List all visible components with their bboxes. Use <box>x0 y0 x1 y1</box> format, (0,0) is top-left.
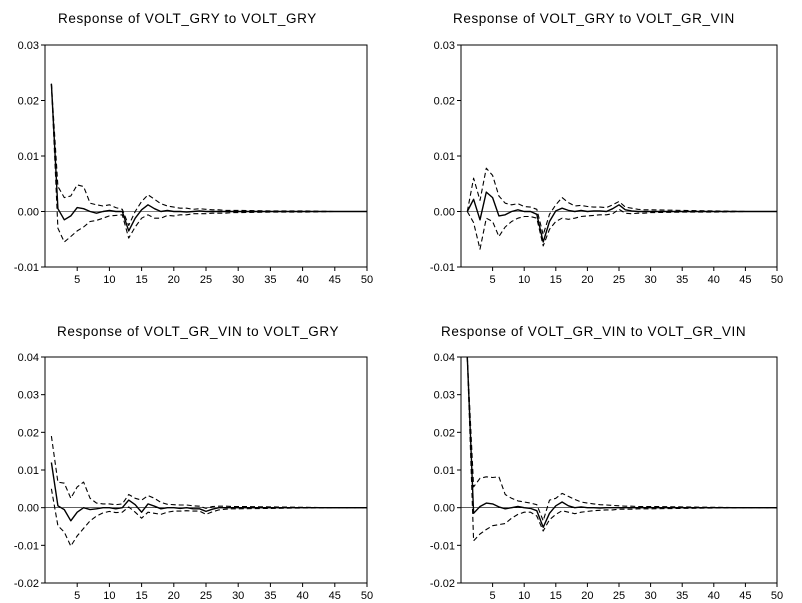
x-tick-label: 20 <box>581 590 593 602</box>
x-tick-label: 25 <box>200 590 212 602</box>
response-line <box>466 356 777 529</box>
x-tick-label: 40 <box>296 590 308 602</box>
x-tick-label: 10 <box>103 590 115 602</box>
plot-frame <box>460 356 778 584</box>
y-tick-label: 0.02 <box>434 96 455 108</box>
lower-band-line <box>50 83 367 243</box>
x-tick-label: 5 <box>490 274 496 286</box>
x-tick-label: 35 <box>264 274 276 286</box>
lower-band-line <box>50 488 367 547</box>
response-line <box>50 462 367 522</box>
y-tick-label: 0.00 <box>434 503 455 515</box>
y-tick-label: -0.01 <box>430 262 455 274</box>
x-tick-label: 45 <box>739 590 751 602</box>
y-tick-label: -0.01 <box>14 262 39 274</box>
x-tick-label: 10 <box>518 590 530 602</box>
y-tick-label: 0.00 <box>18 207 39 219</box>
plot-frame <box>44 356 368 584</box>
y-tick-label: 0.00 <box>18 503 39 515</box>
irf-chart-grvin-to-gry: -0.02 -0.01 0.00 0.01 0.02 0.03 0.04 5 10 15 20 25 3… <box>14 352 373 602</box>
lower-band-line <box>466 208 777 250</box>
y-tick-label: 0.04 <box>434 352 455 364</box>
x-tick-label: 40 <box>708 274 720 286</box>
y-tick-label: 0.01 <box>18 151 39 163</box>
x-tick-label: 30 <box>644 590 656 602</box>
y-tick-label: 0.02 <box>18 96 39 108</box>
x-tick-label: 30 <box>232 590 244 602</box>
upper-band-line <box>50 83 367 226</box>
y-tick-label: -0.02 <box>430 578 455 590</box>
x-tick-label: 40 <box>708 590 720 602</box>
x-tick-label: 20 <box>168 590 180 602</box>
response-line <box>466 191 777 243</box>
response-line <box>50 83 367 232</box>
irf-panel-grvin-to-grvin: Response of VOLT_GR_VIN to VOLT_GR_VIN -… <box>401 300 802 603</box>
upper-band-line <box>466 356 777 522</box>
x-tick-label: 45 <box>329 590 341 602</box>
x-tick-label: 20 <box>168 274 180 286</box>
x-tick-label: 25 <box>613 590 625 602</box>
chart-title: Response of VOLT_GR_VIN to VOLT_GR_VIN <box>441 324 747 339</box>
plot-frame <box>460 44 778 268</box>
plot-frame <box>44 44 368 268</box>
y-tick-label: 0.01 <box>18 465 39 477</box>
x-tick-label: 15 <box>550 590 562 602</box>
x-tick-label: 35 <box>264 590 276 602</box>
x-tick-label: 5 <box>74 590 80 602</box>
x-tick-label: 25 <box>613 274 625 286</box>
x-tick-label: 5 <box>74 274 80 286</box>
x-tick-label: 5 <box>490 590 496 602</box>
x-tick-label: 15 <box>135 590 147 602</box>
y-tick-label: 0.01 <box>434 465 455 477</box>
y-tick-label: -0.01 <box>430 540 455 552</box>
x-tick-label: 15 <box>550 274 562 286</box>
irf-panel-gry-to-gry: Response of VOLT_GRY to VOLT_GRY -0.01 0.… <box>0 0 401 300</box>
x-tick-label: 20 <box>581 274 593 286</box>
y-tick-label: -0.01 <box>14 540 39 552</box>
x-tick-label: 10 <box>518 274 530 286</box>
x-tick-label: 30 <box>644 274 656 286</box>
x-tick-label: 45 <box>329 274 341 286</box>
upper-band-line <box>50 436 367 509</box>
x-tick-label: 30 <box>232 274 244 286</box>
irf-panel-grvin-to-gry: Response of VOLT_GR_VIN to VOLT_GRY -0.0… <box>0 300 401 603</box>
chart-title: Response of VOLT_GRY to VOLT_GR_VIN <box>453 11 735 26</box>
irf-chart-grvin-to-grvin: -0.02 -0.01 0.00 0.01 0.02 0.03 0.04 5 10 15 20 25 3… <box>430 352 783 602</box>
chart-title: Response of VOLT_GR_VIN to VOLT_GRY <box>57 324 340 339</box>
y-tick-label: 0.02 <box>434 427 455 439</box>
lower-band-line <box>466 356 777 542</box>
y-tick-label: 0.00 <box>434 207 455 219</box>
x-tick-label: 50 <box>361 590 373 602</box>
y-tick-label: 0.01 <box>434 151 455 163</box>
y-tick-label: 0.04 <box>18 352 39 364</box>
x-tick-label: 50 <box>771 274 783 286</box>
upper-band-line <box>466 167 777 236</box>
x-tick-label: 35 <box>676 590 688 602</box>
y-tick-label: 0.03 <box>434 40 455 52</box>
y-tick-label: 0.03 <box>434 390 455 402</box>
y-tick-label: -0.02 <box>14 578 39 590</box>
x-tick-label: 50 <box>771 590 783 602</box>
y-tick-label: 0.03 <box>18 40 39 52</box>
y-tick-label: 0.02 <box>18 427 39 439</box>
y-tick-label: 0.03 <box>18 390 39 402</box>
x-tick-label: 50 <box>361 274 373 286</box>
irf-chart-gry-to-grvin: -0.01 0.00 0.01 0.02 0.03 5 10 15 20 25 30 35 40 45 50 <box>430 40 783 286</box>
x-tick-label: 10 <box>103 274 115 286</box>
chart-title: Response of VOLT_GRY to VOLT_GRY <box>58 11 317 26</box>
irf-panel-gry-to-grvin: Response of VOLT_GRY to VOLT_GR_VIN -0.0… <box>401 0 802 300</box>
x-tick-label: 25 <box>200 274 212 286</box>
x-tick-label: 35 <box>676 274 688 286</box>
x-tick-label: 15 <box>135 274 147 286</box>
x-tick-label: 45 <box>739 274 751 286</box>
x-tick-label: 40 <box>296 274 308 286</box>
irf-chart-gry-to-gry: -0.01 0.00 0.01 0.02 0.03 5 10 15 20 25 30 35 40 45 50 <box>14 40 373 286</box>
